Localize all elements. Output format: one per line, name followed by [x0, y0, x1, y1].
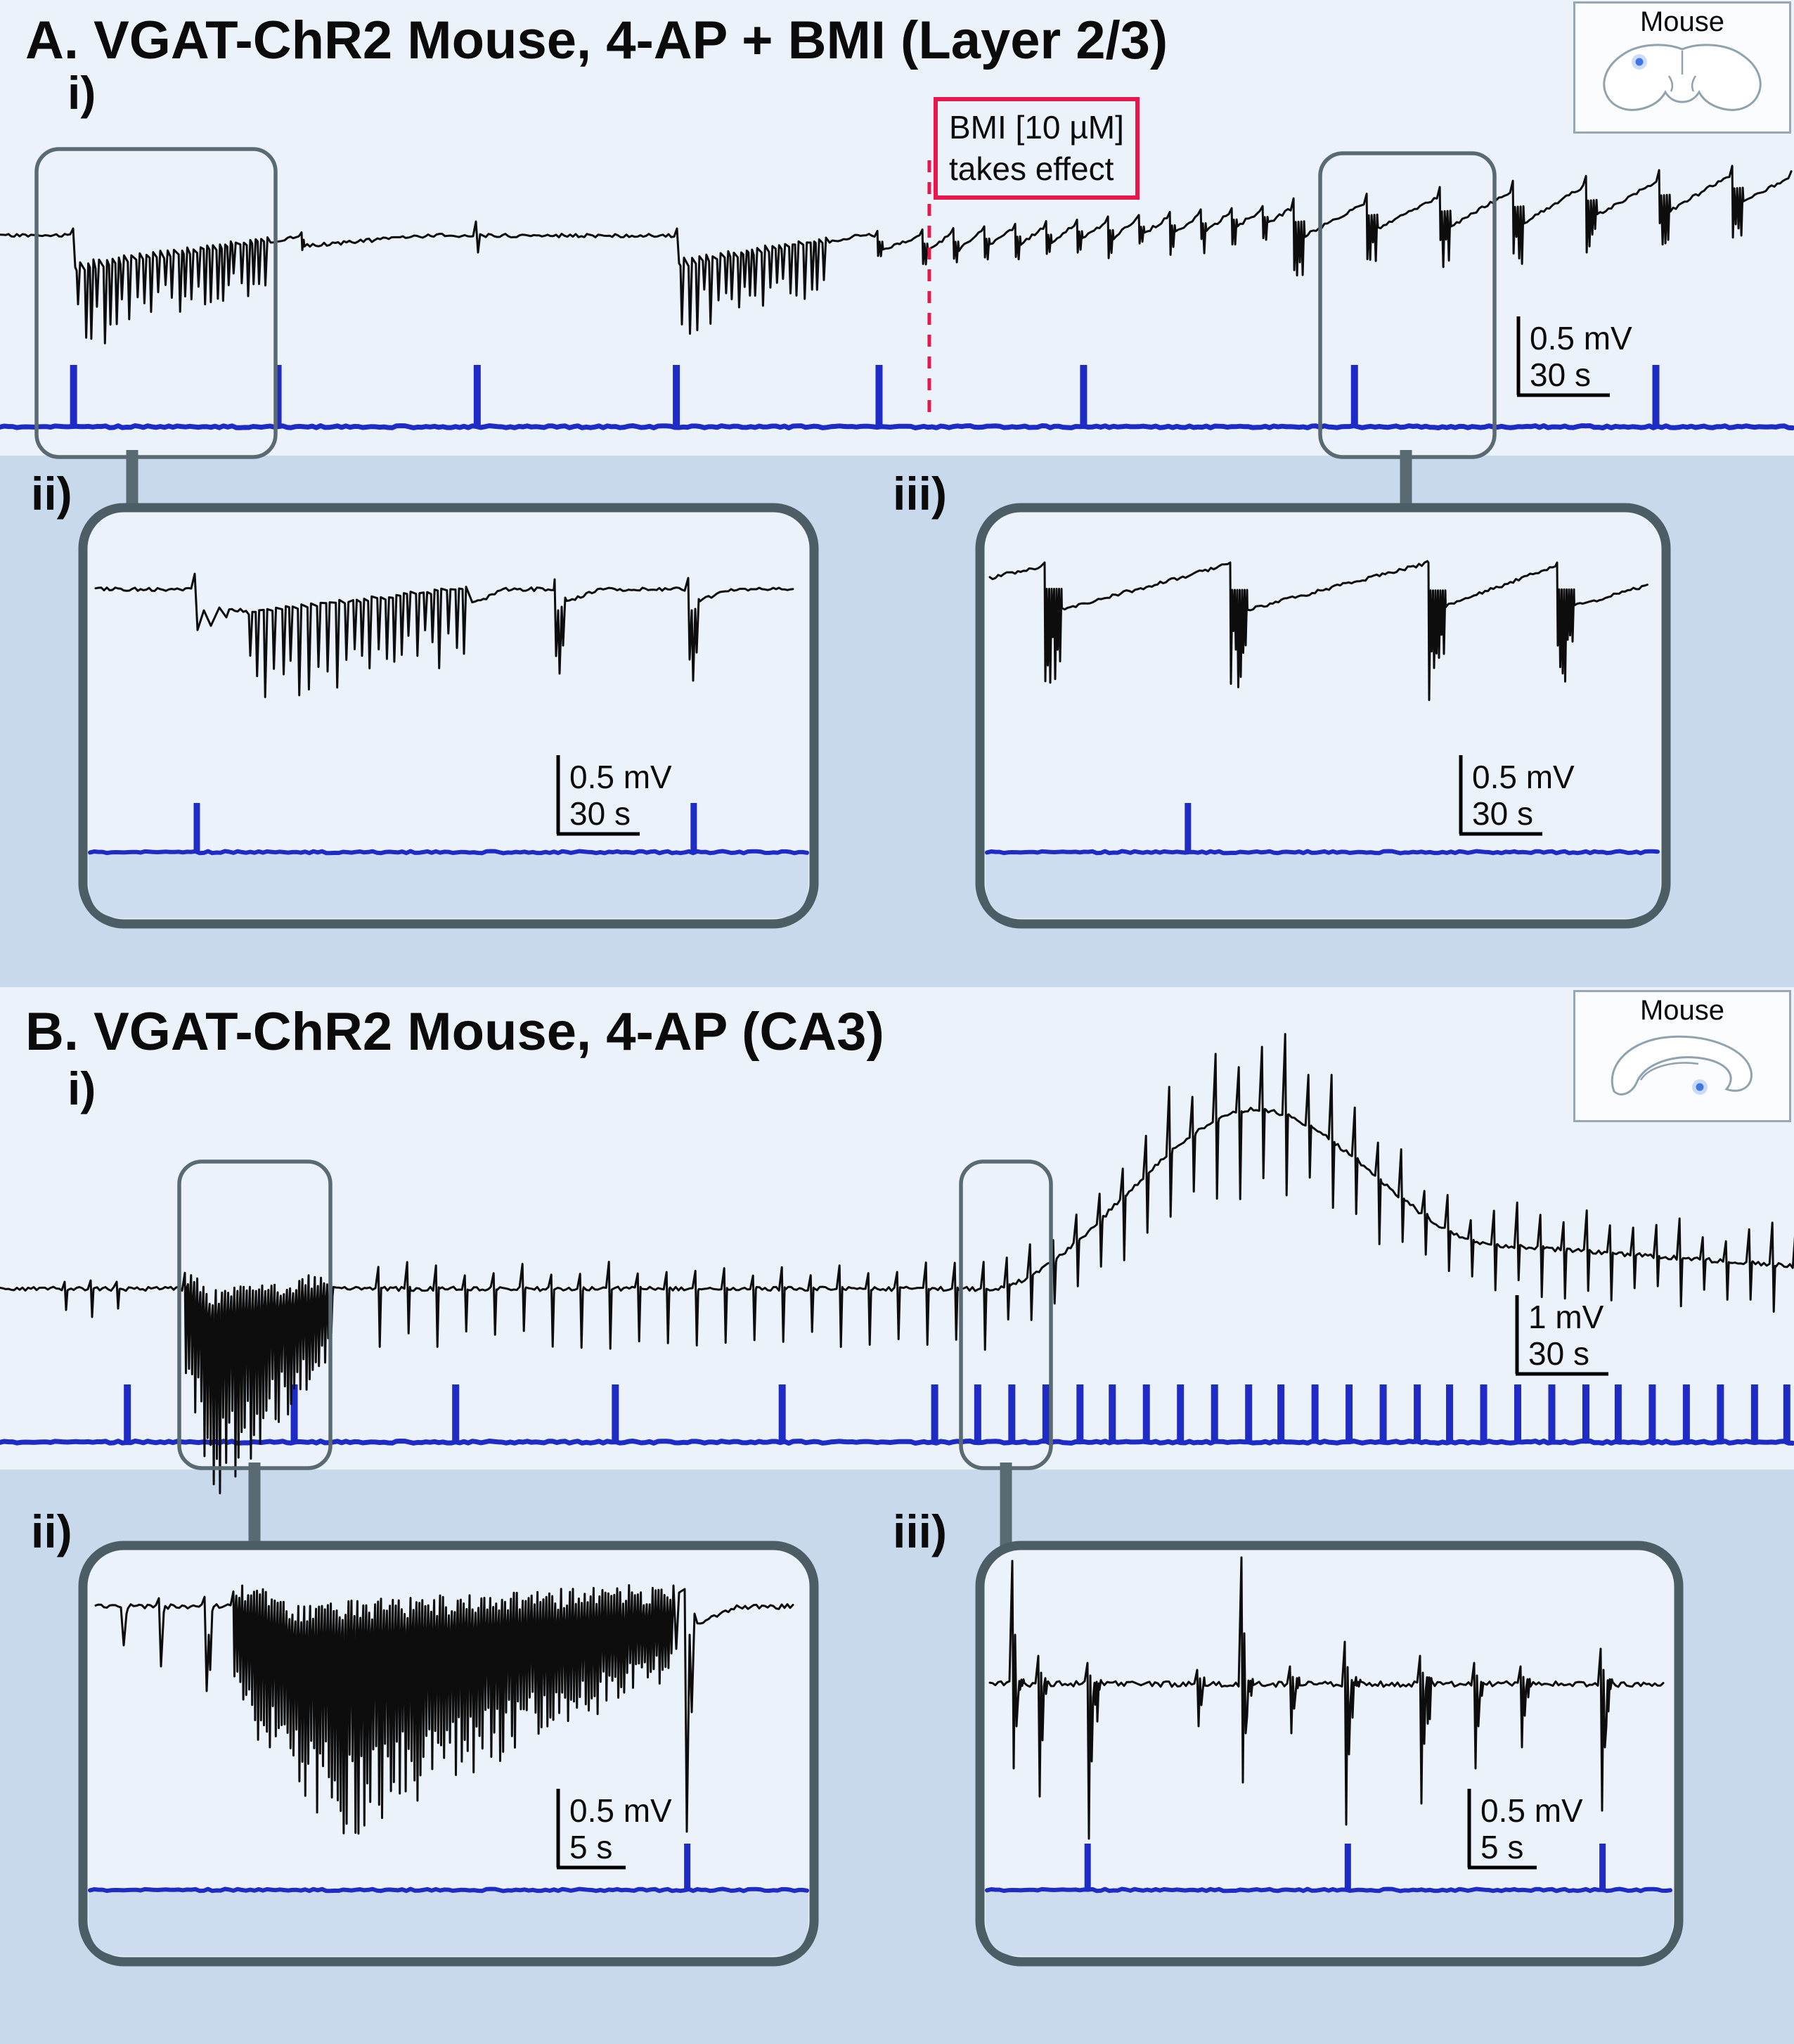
bmi-annotation-line1: BMI [10 µM]: [949, 109, 1124, 146]
panel-b-label-i: i): [67, 1062, 96, 1114]
zoom-region-box: [177, 1159, 333, 1470]
inset-a-iii-scalebar-time: 30 s: [1472, 795, 1533, 832]
inset-b-ii-scalebar-voltage: 0.5 mV: [569, 1792, 672, 1829]
zoom-region-box: [1318, 151, 1497, 459]
panel-a-label-ii: ii): [31, 468, 72, 520]
panel-a-stim-line: [0, 423, 1794, 430]
panel-b-mouse-label: Mouse: [1639, 995, 1725, 1026]
inset-a-ii-box: [78, 503, 819, 929]
coronal-brain-icon: [1603, 44, 1762, 111]
panel-a-title: A. VGAT-ChR2 Mouse, 4-AP + BMI (Layer 2/…: [25, 11, 1168, 70]
panel-b-stim-line: [0, 1439, 1794, 1446]
panel-b-title: B. VGAT-ChR2 Mouse, 4-AP (CA3): [25, 1002, 884, 1062]
panel-b-lfp-trace: [0, 1033, 1794, 1495]
inset-b-ii-trace: [94, 1584, 794, 1835]
panel-a-lfp-trace: [0, 165, 1793, 345]
panel-b-scalebar-time: 30 s: [1528, 1335, 1589, 1372]
panel-a-scalebar-voltage: 0.5 mV: [1530, 320, 1632, 356]
panel-a-label-i: i): [67, 67, 96, 119]
inset-a-iii-box: [975, 503, 1671, 929]
inset-b-iii-scalebar-time: 5 s: [1480, 1829, 1524, 1865]
inset-b-iii-trace: [988, 1556, 1665, 1840]
panel-a-scalebar-time: 30 s: [1530, 356, 1591, 393]
hippocampus-icon: [1611, 1035, 1753, 1095]
inset-a-iii-trace: [988, 560, 1648, 701]
zoom-region-box: [34, 147, 278, 459]
zoom-region-box: [959, 1159, 1053, 1470]
panel-b-mouse-inset: Mouse: [1573, 990, 1791, 1122]
inset-a-ii-scalebar-voltage: 0.5 mV: [569, 759, 672, 795]
inset-b-iii-stim-line: [985, 1886, 1672, 1894]
inset-stim-strip: [986, 852, 1660, 918]
inset-b-iii-box: [975, 1541, 1684, 1967]
inset-stim-strip: [89, 852, 808, 918]
inset-b-iii-scalebar-voltage: 0.5 mV: [1480, 1792, 1583, 1829]
panel-a-mouse-inset: Mouse: [1573, 1, 1791, 134]
inset-b-ii-scalebar-time: 5 s: [569, 1829, 613, 1865]
inset-stim-strip: [89, 1890, 808, 1956]
inset-a-ii-trace: [94, 572, 794, 698]
bmi-annotation-box: BMI [10 µM] takes effect: [934, 97, 1140, 200]
panel-b-label-iii: iii): [893, 1505, 947, 1557]
inset-a-ii-stim-line: [88, 849, 809, 856]
panel-b-label-ii: ii): [31, 1505, 72, 1557]
inset-a-iii-scalebar-voltage: 0.5 mV: [1472, 759, 1575, 795]
panel-a-label-iii: iii): [893, 468, 947, 520]
bmi-annotation-line2: takes effect: [949, 150, 1114, 187]
panel-a-mouse-label: Mouse: [1639, 6, 1725, 37]
panel-b-scalebar-voltage: 1 mV: [1528, 1299, 1604, 1335]
recording-site-dot: [1696, 1083, 1704, 1091]
inset-a-ii-scalebar-time: 30 s: [569, 795, 631, 832]
inset-b-ii-stim-line: [88, 1886, 809, 1894]
inset-stim-strip: [986, 1890, 1673, 1956]
recording-site-dot: [1635, 58, 1644, 66]
inset-a-iii-stim-line: [985, 849, 1660, 856]
